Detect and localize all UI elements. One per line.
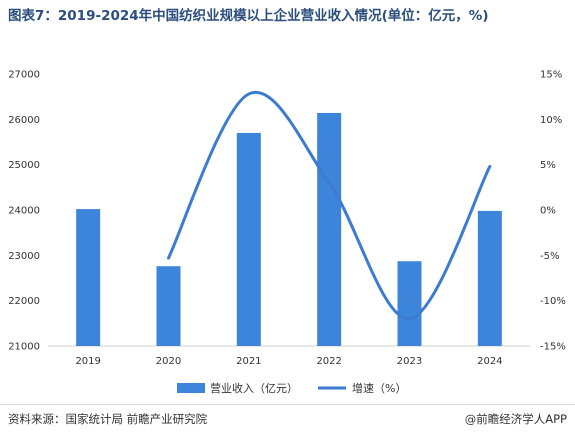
legend-line-label: 增速（%）	[352, 381, 406, 395]
x-tick-label: 2021	[236, 356, 261, 367]
x-tick-label: 2019	[75, 356, 100, 367]
right-tick-label: -5%	[540, 251, 559, 262]
x-tick-label: 2020	[156, 356, 181, 367]
left-tick-label: 24000	[8, 206, 40, 217]
x-tick-label: 2024	[477, 356, 502, 367]
left-tick-label: 21000	[8, 342, 40, 353]
bar-2021	[236, 132, 261, 346]
right-tick-label: 15%	[540, 70, 562, 81]
footer-divider	[0, 404, 575, 405]
bar-2020	[156, 266, 181, 346]
left-tick-label: 22000	[8, 296, 40, 307]
bar-2019	[76, 209, 101, 346]
source-note: 资料来源：国家统计局 前瞻产业研究院	[8, 412, 208, 426]
left-axis: 21000 22000 23000 24000 25000 26000 27000	[8, 70, 40, 353]
legend-bar-label: 营业收入（亿元）	[210, 381, 298, 395]
bar-2023	[397, 261, 422, 346]
left-tick-label: 27000	[8, 70, 40, 81]
plot-area	[48, 90, 530, 347]
right-tick-label: 10%	[540, 115, 562, 126]
right-axis: -15% -10% -5% 0% 5% 10% 15%	[540, 70, 566, 353]
left-tick-label: 25000	[8, 160, 40, 171]
chart-title: 图表7：2019-2024年中国纺织业规模以上企业营业收入情况(单位：亿元，%)	[8, 8, 489, 24]
x-tick-label: 2022	[316, 356, 341, 367]
bar-2022	[317, 112, 342, 346]
x-axis: 2019 2020 2021 2022 2023 2024	[75, 356, 502, 367]
left-tick-label: 26000	[8, 115, 40, 126]
left-tick-label: 23000	[8, 251, 40, 262]
brand-note: @前瞻经济学人APP	[464, 412, 567, 426]
right-tick-label: -15%	[540, 342, 566, 353]
right-tick-label: -10%	[540, 296, 566, 307]
legend: 营业收入（亿元） 增速（%）	[177, 381, 406, 395]
growth-line	[167, 90, 492, 321]
right-tick-label: 0%	[540, 206, 556, 217]
bar-2024	[477, 210, 502, 346]
x-tick-label: 2023	[397, 356, 422, 367]
legend-bar-swatch	[177, 383, 205, 393]
right-tick-label: 5%	[540, 160, 556, 171]
